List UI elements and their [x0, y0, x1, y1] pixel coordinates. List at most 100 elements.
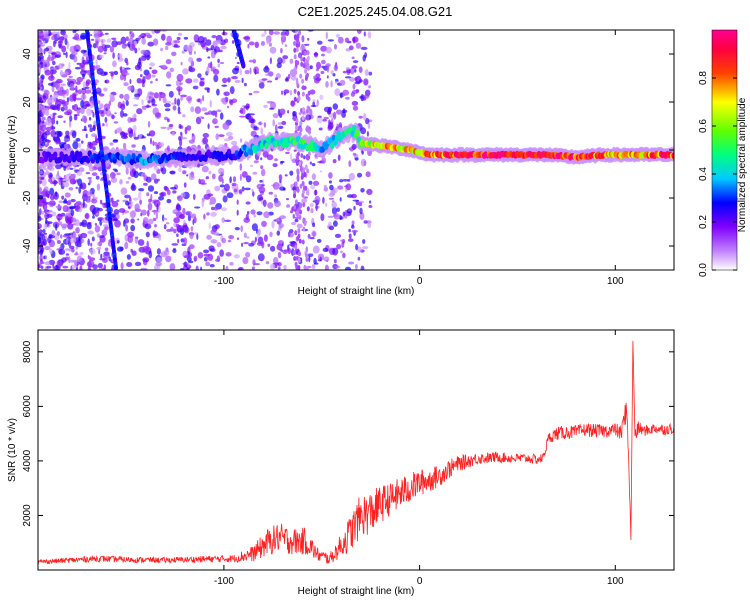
- spectrogram-speckle: [155, 78, 158, 81]
- spectrogram-speckle: [275, 73, 281, 79]
- spectrogram-speckle: [293, 250, 296, 256]
- spectrogram-speckle: [318, 127, 323, 131]
- snr-x-tick-label: 0: [417, 576, 423, 587]
- spectrogram-speckle: [38, 105, 41, 109]
- spectrogram-speckle: [215, 133, 219, 141]
- spectrogram-speckle: [216, 39, 222, 45]
- spectrogram-speckle: [131, 144, 136, 148]
- spectrogram-speckle: [278, 174, 283, 181]
- spectrogram-speckle: [58, 63, 64, 69]
- spectrogram-speckle: [358, 115, 363, 119]
- spectrogram-speckle: [229, 99, 234, 106]
- spectrogram-speckle: [179, 139, 183, 147]
- spectrogram-speckle: [123, 93, 130, 101]
- spectrogram-speckle: [311, 263, 316, 270]
- snr-frame: [37, 329, 675, 571]
- spectrogram-speckle: [39, 233, 45, 237]
- spectrogram-speckle: [260, 165, 264, 170]
- spectrogram-speckle: [269, 231, 273, 238]
- spectrogram-speckle: [134, 93, 141, 98]
- spectrogram-speckle: [63, 101, 69, 106]
- spectrogram-speckle: [68, 256, 71, 264]
- spectrogram-speckle: [89, 248, 96, 255]
- spectrogram-speckle: [120, 110, 124, 118]
- spectrogram-speckle: [311, 163, 316, 167]
- spectrogram-speckle: [44, 69, 51, 76]
- spectrogram-speckle: [236, 199, 239, 205]
- spectrogram-speckle: [201, 165, 209, 173]
- spectrogram-speckle: [114, 219, 121, 228]
- spectrogram-speckle: [300, 174, 304, 180]
- spectrogram-x-tick-label: 100: [607, 276, 624, 287]
- spectrogram-speckle: [196, 233, 199, 240]
- colorbar-tick-label: 0.8: [698, 71, 709, 85]
- spectrogram-speckle: [152, 140, 155, 146]
- spectrogram-speckle: [120, 187, 128, 195]
- spectrogram-speckle: [178, 167, 182, 173]
- spectrogram-speckle: [289, 170, 294, 176]
- spectrogram-speckle: [210, 50, 216, 59]
- spectrogram-speckle: [77, 89, 82, 95]
- spectrogram-speckle: [193, 34, 200, 42]
- spectrogram-speckle: [293, 34, 297, 40]
- spectrogram-speckle: [254, 68, 257, 75]
- spectrogram-speckle: [190, 106, 195, 113]
- spectrogram-speckle: [303, 172, 307, 177]
- spectrogram-speckle: [229, 176, 232, 184]
- spectrogram-speckle: [71, 50, 78, 56]
- spectrogram-speckle: [219, 112, 224, 120]
- spectrogram-speckle: [328, 180, 332, 184]
- spectrogram-speckle: [147, 120, 151, 128]
- spectrogram-speckle: [102, 257, 108, 264]
- spectrogram-speckle: [220, 45, 227, 50]
- spectrogram-speckle: [259, 179, 263, 183]
- spectrogram-speckle: [45, 118, 52, 126]
- spectrogram-speckle: [358, 66, 363, 73]
- colorbar-tick-label: 0.6: [698, 119, 709, 133]
- spectrogram-speckle: [187, 262, 190, 268]
- spectrogram-speckle: [209, 264, 215, 268]
- spectrogram-speckle: [65, 130, 70, 136]
- spectrogram-speckle: [309, 65, 313, 70]
- spectrogram-speckle: [209, 201, 213, 205]
- spectrogram-speckle: [225, 131, 233, 137]
- spectrogram-speckle: [246, 236, 250, 239]
- spectrogram-speckle: [236, 61, 240, 65]
- spectrogram-speckle: [95, 58, 98, 66]
- spectrogram-speckle: [144, 223, 152, 230]
- spectrogram-speckle: [261, 78, 268, 81]
- spectrogram-speckle: [66, 217, 72, 225]
- spectrogram-speckle: [200, 182, 207, 185]
- spectrogram-speckle: [328, 221, 332, 227]
- spectrogram-speckle: [293, 54, 297, 60]
- spectrogram-speckle: [165, 45, 169, 51]
- spectrogram-speckle: [38, 126, 42, 130]
- spectrogram-speckle: [309, 237, 315, 240]
- spectrogram-speckle: [248, 59, 254, 63]
- colorbar: 0.0 0.2 0.4 0.6 0.8 Normalized spectral ampl…: [698, 29, 748, 277]
- spectrogram-speckle: [128, 37, 134, 45]
- spectrogram-speckle: [329, 184, 334, 191]
- spectrogram-speckle: [312, 101, 316, 107]
- spectrogram-speckle: [159, 192, 165, 197]
- spectrogram-speckle: [82, 189, 89, 198]
- spectrogram-speckle: [134, 136, 139, 140]
- spectrogram-speckle: [227, 239, 232, 243]
- spectrogram-speckle: [328, 225, 335, 231]
- spectrogram-speckle: [80, 32, 87, 40]
- spectrogram-speckle: [306, 55, 310, 61]
- spectrogram-speckle: [133, 170, 139, 179]
- spectrogram-speckle: [99, 235, 106, 243]
- spectrogram-speckle: [273, 256, 279, 265]
- spectrogram-speckle: [269, 46, 277, 54]
- spectrogram-speckle: [267, 80, 273, 83]
- spectrogram-speckle: [300, 153, 304, 159]
- spectrogram-speckle: [125, 167, 129, 175]
- spectrogram-speckle: [247, 44, 250, 49]
- spectrogram-speckle: [114, 169, 118, 173]
- spectrogram-speckle: [320, 213, 325, 222]
- spectrogram-speckle: [341, 111, 346, 118]
- spectrogram-speckle: [142, 217, 149, 225]
- spectrogram-speckle: [38, 55, 41, 60]
